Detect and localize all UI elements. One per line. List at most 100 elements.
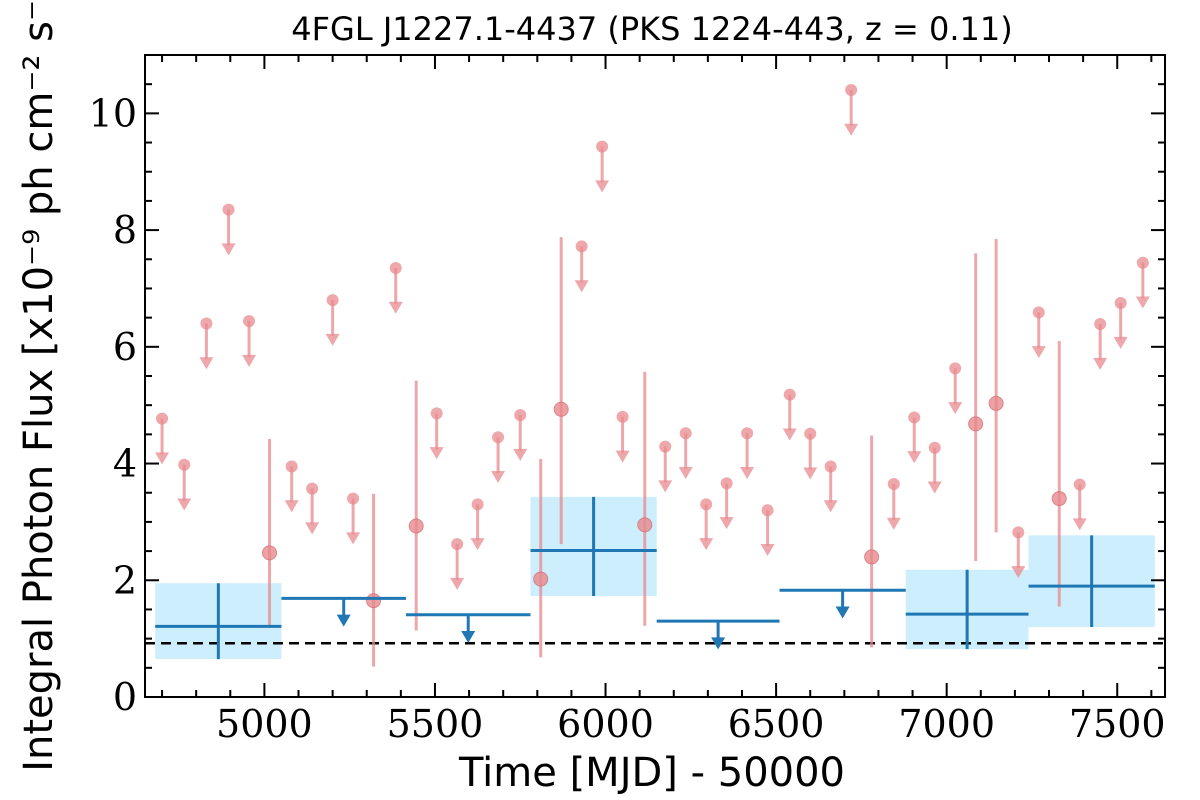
fine-upper-limit-point (1032, 306, 1045, 319)
fine-upper-limit-arrow (305, 522, 320, 535)
fine-upper-limit-point (824, 460, 837, 473)
fine-upper-limit-arrow (699, 538, 714, 551)
fine-upper-limit-arrow (574, 280, 589, 293)
fine-upper-limit-arrow (1072, 518, 1087, 531)
fine-upper-limit-point (306, 482, 319, 495)
fine-upper-limit-arrow (719, 517, 734, 530)
fine-data-point (262, 545, 278, 561)
fine-upper-limit-point (222, 203, 235, 216)
fine-upper-limit-arrow (221, 243, 236, 256)
fine-data-point (408, 518, 424, 534)
plot-area (145, 84, 1165, 667)
fine-upper-limit-point (514, 409, 527, 422)
coarse-upper-limit-arrow (336, 614, 351, 627)
fine-upper-limit-arrow (782, 428, 797, 441)
y-axis-label: Integral Photon Flux [x10⁻⁹ ph cm⁻² s⁻¹] (16, 0, 62, 772)
fine-upper-limit-arrow (325, 333, 340, 346)
fine-upper-limit-arrow (907, 451, 922, 464)
fine-upper-limit-arrow (284, 500, 299, 513)
fine-upper-limit-point (761, 504, 774, 517)
fine-upper-limit-point (783, 388, 796, 401)
x-tick-label: 5000 (216, 702, 313, 746)
y-tick-label: 10 (89, 91, 137, 135)
fine-upper-limit-point (1094, 318, 1107, 331)
x-tick-label: 6000 (557, 702, 654, 746)
fine-upper-limit-arrow (823, 500, 838, 513)
fine-upper-limit-point (887, 477, 900, 490)
fine-upper-limit-point (1012, 526, 1025, 539)
fine-data-point (637, 517, 653, 533)
x-axis-label: Time [MJD] - 50000 (458, 750, 845, 796)
fine-upper-limit-point (430, 407, 443, 420)
fine-upper-limit-arrow (1135, 296, 1150, 309)
fine-upper-limit-arrow (177, 498, 192, 511)
fine-upper-limit-arrow (948, 402, 963, 415)
y-tick-label: 6 (113, 325, 137, 369)
coarse-upper-limit-arrow (711, 637, 726, 650)
fine-upper-limit-point (720, 477, 733, 490)
fine-upper-limit-point (156, 412, 169, 425)
fine-upper-limit-point (451, 538, 464, 551)
fine-upper-limit-point (659, 440, 672, 453)
x-tick-label: 6500 (728, 702, 825, 746)
fine-upper-limit-arrow (513, 448, 528, 461)
fine-upper-limit-point (389, 262, 402, 275)
fine-upper-limit-point (679, 427, 692, 440)
fine-upper-limit-arrow (199, 357, 214, 370)
fine-upper-limit-point (845, 84, 858, 97)
fine-upper-limit-arrow (242, 354, 257, 367)
x-tick-label: 7000 (898, 702, 995, 746)
fine-upper-limit-arrow (595, 180, 610, 193)
fine-upper-limit-arrow (886, 517, 901, 530)
fine-upper-limit-point (700, 498, 713, 511)
fine-upper-limit-point (492, 431, 505, 444)
y-tick-label: 0 (113, 675, 137, 719)
fine-upper-limit-point (200, 317, 213, 330)
fine-upper-limit-point (1073, 478, 1086, 491)
x-tick-label: 7500 (1069, 702, 1166, 746)
fine-upper-limit-arrow (470, 538, 485, 551)
fine-upper-limit-arrow (1093, 357, 1108, 370)
fine-data-point (366, 593, 382, 609)
fine-data-point (968, 416, 984, 432)
fine-upper-limit-point (285, 460, 298, 473)
fine-upper-limit-point (1136, 256, 1149, 269)
fine-upper-limit-point (575, 240, 588, 253)
fine-upper-limit-point (804, 427, 817, 440)
fine-upper-limit-arrow (927, 481, 942, 494)
x-tick-label: 5500 (387, 702, 484, 746)
fine-upper-limit-arrow (1031, 346, 1046, 359)
y-tick-label: 8 (113, 208, 137, 252)
fine-upper-limit-arrow (450, 577, 465, 590)
fine-upper-limit-point (741, 427, 754, 440)
fine-data-point (553, 401, 569, 417)
fine-upper-limit-point (326, 294, 339, 307)
fine-upper-limit-point (178, 458, 191, 471)
fine-upper-limit-point (243, 315, 256, 328)
fine-upper-limit-arrow (658, 480, 673, 493)
fine-upper-limit-arrow (491, 471, 506, 484)
axis-ticks: 5000 5500 6000 6500 7000 7500 0 2 4 6 8 10 (89, 55, 1166, 746)
fine-upper-limit-arrow (388, 301, 403, 314)
y-tick-label: 2 (113, 558, 137, 602)
fine-upper-limit-point (596, 140, 609, 153)
fine-upper-limit-arrow (760, 544, 775, 557)
fine-upper-limit-arrow (1113, 336, 1128, 349)
fine-upper-limit-point (471, 498, 484, 511)
y-tick-label: 4 (113, 442, 137, 486)
fine-data-point (988, 395, 1004, 411)
fine-upper-limit-arrow (740, 466, 755, 479)
fine-upper-limit-arrow (1011, 566, 1026, 579)
fine-data-point (1051, 491, 1067, 507)
fine-upper-limit-point (928, 441, 941, 454)
fine-data-point (864, 549, 880, 565)
fine-upper-limit-point (347, 492, 360, 505)
fine-upper-limit-point (1114, 297, 1127, 310)
fine-upper-limit-arrow (429, 447, 444, 460)
fine-upper-limit-point (616, 410, 629, 423)
fine-upper-limit-arrow (803, 467, 818, 480)
coarse-upper-limit-arrow (835, 606, 850, 619)
fine-upper-limit-arrow (678, 466, 693, 479)
fine-upper-limit-arrow (844, 123, 859, 136)
